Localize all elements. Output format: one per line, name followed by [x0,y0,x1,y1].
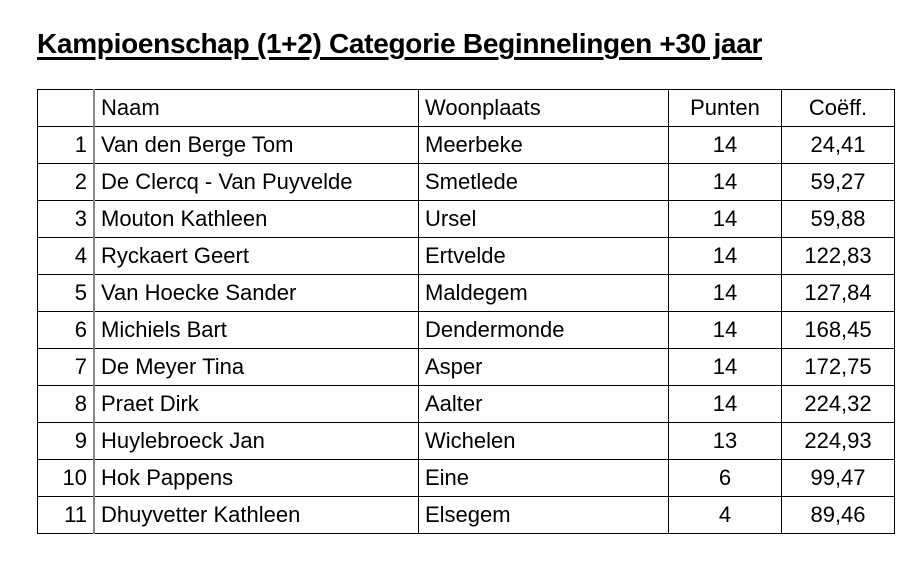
cell-points: 6 [668,459,782,497]
cell-name: Mouton Kathleen [93,200,419,238]
table-row: 8 Praet Dirk Aalter 14 224,32 [37,385,895,423]
cell-name: De Meyer Tina [93,348,419,386]
cell-coefficient: 168,45 [781,311,895,349]
table-row: 3 Mouton Kathleen Ursel 14 59,88 [37,200,895,238]
cell-coefficient: 89,46 [781,496,895,534]
table-row: 7 De Meyer Tina Asper 14 172,75 [37,348,895,386]
cell-city: Ursel [418,200,669,238]
cell-rank: 4 [37,237,95,275]
cell-points: 14 [668,274,782,312]
cell-name: Dhuyvetter Kathleen [93,496,419,534]
cell-city: Wichelen [418,422,669,460]
table-row: 10 Hok Pappens Eine 6 99,47 [37,459,895,497]
cell-points: 14 [668,311,782,349]
cell-city: Dendermonde [418,311,669,349]
cell-city: Aalter [418,385,669,423]
ranking-table: Naam Woonplaats Punten Coëff. 1 Van den Berg… [37,89,895,534]
cell-rank: 7 [37,348,95,386]
cell-rank: 2 [37,163,95,201]
header-city: Woonplaats [418,89,669,127]
table-body: 1 Van den Berge Tom Meerbeke 14 24,41 2 De Cle… [37,126,895,534]
cell-name: De Clercq - Van Puyvelde [93,163,419,201]
cell-city: Ertvelde [418,237,669,275]
header-rank [37,89,95,127]
cell-rank: 1 [37,126,95,164]
cell-name: Van den Berge Tom [93,126,419,164]
cell-points: 14 [668,385,782,423]
cell-coefficient: 59,27 [781,163,895,201]
cell-city: Elsegem [418,496,669,534]
cell-coefficient: 172,75 [781,348,895,386]
cell-name: Hok Pappens [93,459,419,497]
cell-rank: 6 [37,311,95,349]
table-row: 6 Michiels Bart Dendermonde 14 168,45 [37,311,895,349]
table-row: 9 Huylebroeck Jan Wichelen 13 224,93 [37,422,895,460]
cell-name: Huylebroeck Jan [93,422,419,460]
cell-points: 14 [668,348,782,386]
cell-points: 4 [668,496,782,534]
cell-city: Eine [418,459,669,497]
table-row: 1 Van den Berge Tom Meerbeke 14 24,41 [37,126,895,164]
cell-name: Van Hoecke Sander [93,274,419,312]
table-row: 5 Van Hoecke Sander Maldegem 14 127,84 [37,274,895,312]
cell-city: Meerbeke [418,126,669,164]
cell-city: Asper [418,348,669,386]
table-row: 11 Dhuyvetter Kathleen Elsegem 4 89,46 [37,496,895,534]
cell-coefficient: 127,84 [781,274,895,312]
cell-rank: 11 [37,496,95,534]
cell-coefficient: 122,83 [781,237,895,275]
cell-coefficient: 24,41 [781,126,895,164]
header-coefficient: Coëff. [781,89,895,127]
cell-name: Ryckaert Geert [93,237,419,275]
cell-points: 14 [668,126,782,164]
cell-name: Praet Dirk [93,385,419,423]
cell-points: 14 [668,237,782,275]
cell-points: 14 [668,200,782,238]
page-title: Kampioenschap (1+2) Categorie Beginnelin… [37,28,763,59]
cell-coefficient: 99,47 [781,459,895,497]
cell-coefficient: 224,93 [781,422,895,460]
cell-points: 13 [668,422,782,460]
cell-rank: 5 [37,274,95,312]
header-name: Naam [93,89,419,127]
cell-points: 14 [668,163,782,201]
table-row: 4 Ryckaert Geert Ertvelde 14 122,83 [37,237,895,275]
cell-coefficient: 224,32 [781,385,895,423]
cell-rank: 9 [37,422,95,460]
cell-rank: 3 [37,200,95,238]
table-header-row: Naam Woonplaats Punten Coëff. [37,89,895,127]
cell-city: Smetlede [418,163,669,201]
cell-rank: 8 [37,385,95,423]
cell-rank: 10 [37,459,95,497]
cell-name: Michiels Bart [93,311,419,349]
cell-city: Maldegem [418,274,669,312]
cell-coefficient: 59,88 [781,200,895,238]
header-points: Punten [668,89,782,127]
table-row: 2 De Clercq - Van Puyvelde Smetlede 14 59,27 [37,163,895,201]
